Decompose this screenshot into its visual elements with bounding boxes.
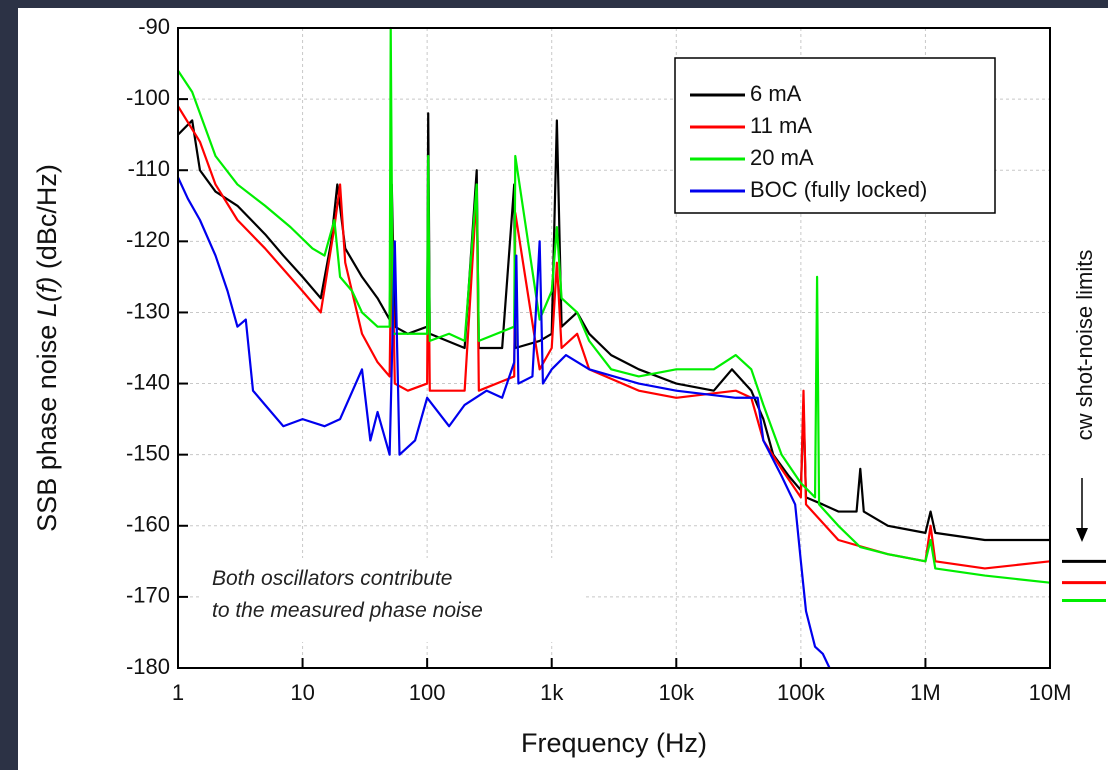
series-line <box>178 26 1051 584</box>
x-tick-label: 10k <box>659 680 695 705</box>
y-tick-label: -140 <box>126 369 170 394</box>
legend: 6 mA 11 mA 20 mA BOC (fully locked) <box>674 57 996 214</box>
y-tick-label: -130 <box>126 298 170 323</box>
shot-noise-marker: cw shot-noise limits <box>1062 250 1106 602</box>
y-tick-label: -120 <box>126 227 170 252</box>
lines <box>178 26 1051 669</box>
y-title-part: SSB phase noise <box>32 317 62 532</box>
x-tick-label: 100 <box>409 680 446 705</box>
x-tick-label: 10M <box>1029 680 1072 705</box>
annotation-box <box>200 558 585 642</box>
series-line <box>178 112 1050 542</box>
legend-label: BOC (fully locked) <box>750 177 927 202</box>
y-tick-label: -150 <box>126 440 170 465</box>
annotation-line: Both oscillators contribute <box>212 567 452 590</box>
y-title-part: (dBc/Hz) <box>32 164 62 277</box>
x-tick-label: 1k <box>540 680 564 705</box>
annotation-line: to the measured phase noise <box>212 599 483 622</box>
ticks: 1 10 100 1k 10k 100k 1M 10M -180 -170 -160 -150 -140… <box>126 14 1071 705</box>
y-tick-label: -100 <box>126 85 170 110</box>
arrow-head <box>1076 528 1088 542</box>
x-axis-title: Frequency (Hz) <box>521 728 707 758</box>
x-tick-label: 1M <box>910 680 941 705</box>
x-tick-label: 100k <box>777 680 826 705</box>
series-line <box>178 176 831 669</box>
legend-label: 11 mA <box>750 113 812 138</box>
y-axis-title: SSB phase noise L(f) (dBc/Hz) <box>32 164 62 532</box>
y-tick-label: -180 <box>126 654 170 679</box>
x-tick-label: 1 <box>172 680 184 705</box>
legend-box <box>674 57 996 214</box>
y-title-part: L(f) <box>32 277 62 318</box>
y-tick-label: -160 <box>126 512 170 537</box>
shot-noise-label: cw shot-noise limits <box>1072 250 1097 441</box>
legend-label: 20 mA <box>750 145 814 170</box>
plot-frame <box>177 27 1051 669</box>
y-tick-label: -110 <box>128 156 170 181</box>
x-tick-label: 10 <box>290 680 314 705</box>
y-tick-label: -90 <box>138 14 170 39</box>
y-tick-label: -170 <box>126 583 170 608</box>
legend-label: 6 mA <box>750 81 802 106</box>
